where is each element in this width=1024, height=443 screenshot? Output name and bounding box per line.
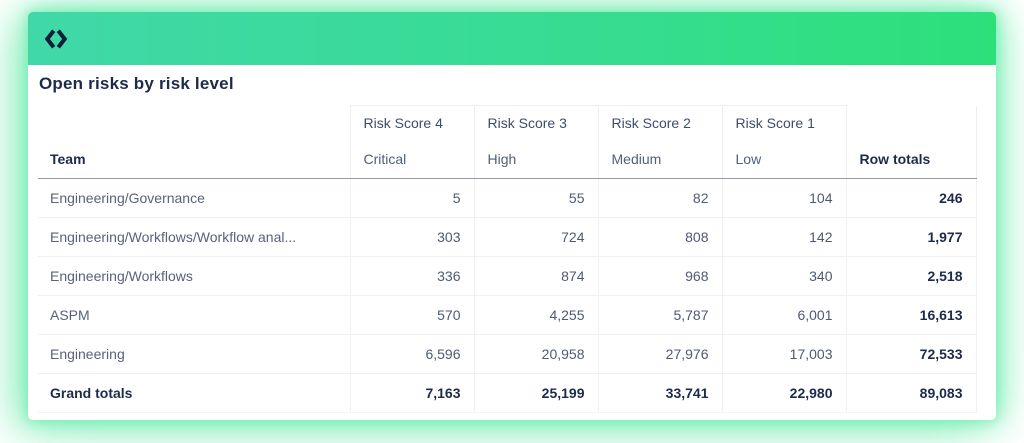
- column-header-low: Low: [721, 140, 846, 179]
- grand-totals-row: Grand totals 7,163 25,199 33,741 22,980 …: [38, 373, 977, 413]
- group-header-risk-score-2: Risk Score 2: [597, 105, 722, 140]
- column-header-row: Team Critical High Medium Low Row totals: [38, 140, 977, 179]
- row-total: 2,518: [845, 256, 977, 296]
- low-count: 142: [721, 217, 846, 257]
- medium-count: 808: [597, 217, 722, 257]
- table-row: ASPM 570 4,255 5,787 6,001 16,613: [38, 295, 977, 335]
- team-name: Engineering/Governance: [38, 178, 350, 218]
- medium-count: 82: [597, 178, 722, 218]
- low-count: 104: [721, 178, 846, 218]
- grand-totals-label: Grand totals: [38, 373, 350, 413]
- critical-count: 570: [349, 295, 474, 335]
- grand-total: 89,083: [845, 373, 977, 413]
- group-header-blank-totals: [845, 105, 977, 140]
- group-header-risk-score-3: Risk Score 3: [473, 105, 598, 140]
- team-name: Engineering: [38, 334, 350, 374]
- critical-grand-total: 7,163: [349, 373, 474, 413]
- row-total: 72,533: [845, 334, 977, 374]
- medium-count: 5,787: [597, 295, 722, 335]
- widget-title: Open risks by risk level: [39, 74, 234, 93]
- table-row: Engineering/Workflows/Workflow anal... 3…: [38, 217, 977, 257]
- group-header-risk-score-1: Risk Score 1: [721, 105, 846, 140]
- critical-count: 303: [349, 217, 474, 257]
- critical-count: 6,596: [349, 334, 474, 374]
- low-count: 340: [721, 256, 846, 296]
- medium-count: 968: [597, 256, 722, 296]
- high-count: 874: [473, 256, 598, 296]
- low-grand-total: 22,980: [721, 373, 846, 413]
- high-count: 724: [473, 217, 598, 257]
- group-header-risk-score-4: Risk Score 4: [349, 105, 474, 140]
- medium-count: 27,976: [597, 334, 722, 374]
- row-total: 16,613: [845, 295, 977, 335]
- high-count: 4,255: [473, 295, 598, 335]
- high-grand-total: 25,199: [473, 373, 598, 413]
- team-name: Engineering/Workflows: [38, 256, 350, 296]
- column-header-team: Team: [38, 140, 350, 179]
- high-count: 55: [473, 178, 598, 218]
- column-header-high: High: [473, 140, 598, 179]
- row-total: 246: [845, 178, 977, 218]
- team-name: Engineering/Workflows/Workflow anal...: [38, 217, 350, 257]
- high-count: 20,958: [473, 334, 598, 374]
- column-header-critical: Critical: [349, 140, 474, 179]
- table-row: Engineering/Governance 5 55 82 104 246: [38, 178, 977, 218]
- table-row: Engineering/Workflows 336 874 968 340 2,…: [38, 256, 977, 296]
- row-total: 1,977: [845, 217, 977, 257]
- table-row: Engineering 6,596 20,958 27,976 17,003 7…: [38, 334, 977, 374]
- medium-grand-total: 33,741: [597, 373, 722, 413]
- column-header-row-totals: Row totals: [845, 140, 977, 179]
- widget-header-bar: [28, 12, 996, 65]
- critical-count: 5: [349, 178, 474, 218]
- team-name: ASPM: [38, 295, 350, 335]
- column-header-medium: Medium: [597, 140, 722, 179]
- critical-count: 336: [349, 256, 474, 296]
- open-risks-widget: Open risks by risk level Risk Score 4 Ri…: [28, 12, 996, 420]
- low-count: 17,003: [721, 334, 846, 374]
- group-header-blank: [38, 106, 350, 141]
- open-risks-table: Risk Score 4 Risk Score 3 Risk Score 2 R…: [38, 105, 977, 413]
- code-icon: [44, 29, 68, 48]
- low-count: 6,001: [721, 295, 846, 335]
- risk-score-header-row: Risk Score 4 Risk Score 3 Risk Score 2 R…: [38, 105, 977, 141]
